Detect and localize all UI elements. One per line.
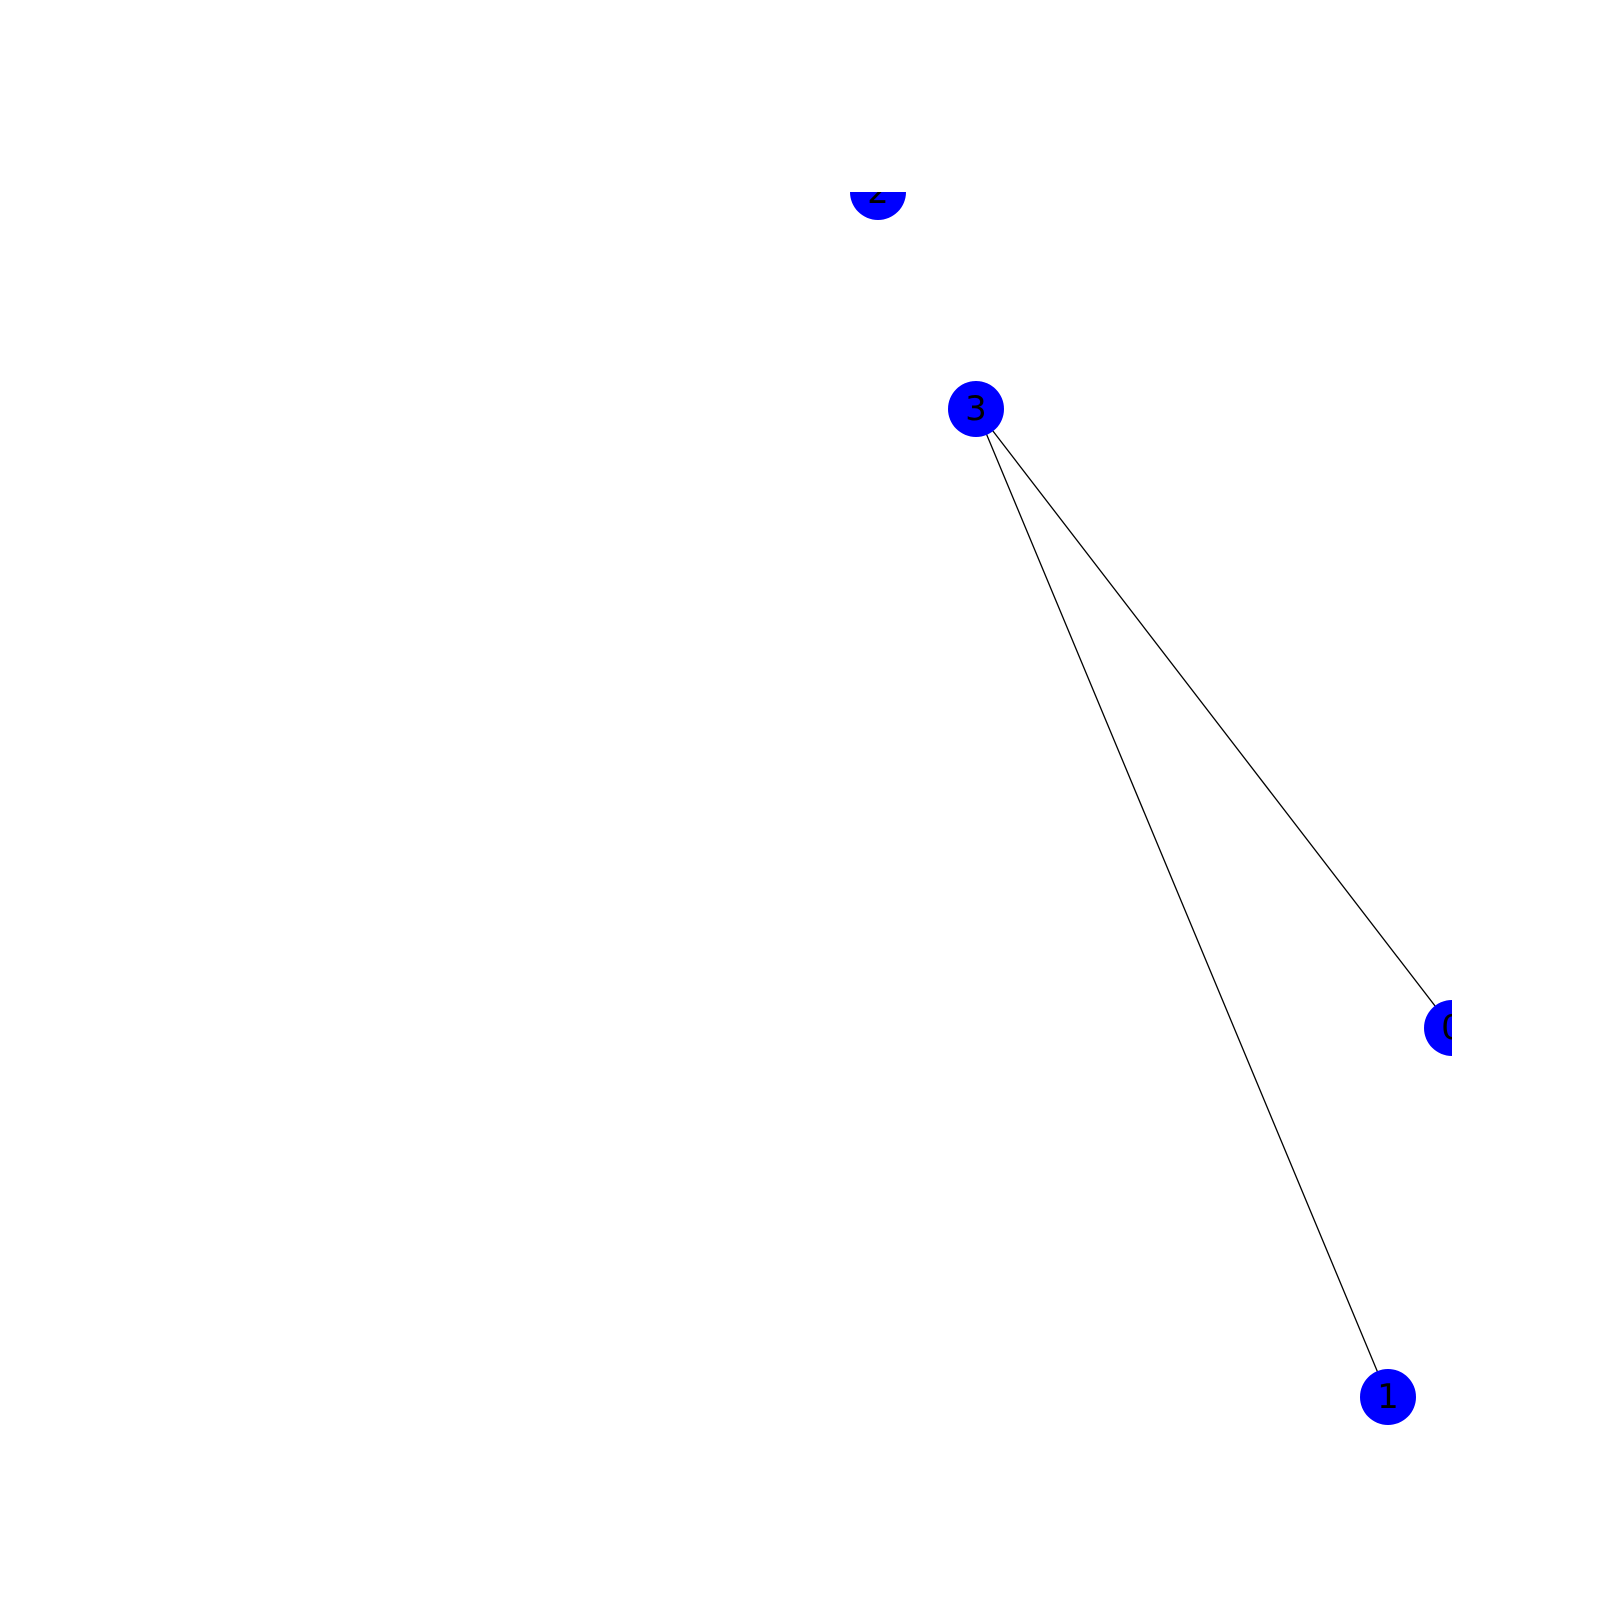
node-circle-2 bbox=[850, 192, 906, 220]
edge-3-0 bbox=[975, 408, 1452, 1029]
edge-3-1 bbox=[975, 408, 1389, 1398]
node-circle-3 bbox=[948, 381, 1004, 437]
node-1: 1 bbox=[1360, 1369, 1416, 1425]
node-label-0: 0 bbox=[1441, 1008, 1463, 1048]
node-2: 2 bbox=[850, 172, 906, 220]
plot-area: 0 1 2 3 bbox=[850, 172, 1463, 1425]
edges-layer bbox=[975, 408, 1452, 1398]
node-label-2: 2 bbox=[867, 172, 889, 212]
node-3: 3 bbox=[948, 381, 1004, 437]
node-label-1: 1 bbox=[1377, 1377, 1399, 1417]
nodes-layer: 0 1 2 3 bbox=[850, 172, 1463, 1425]
node-0: 0 bbox=[1424, 1000, 1463, 1056]
node-circle-0 bbox=[1424, 1000, 1452, 1056]
node-label-3: 3 bbox=[965, 389, 987, 429]
node-circle-1 bbox=[1360, 1369, 1416, 1425]
